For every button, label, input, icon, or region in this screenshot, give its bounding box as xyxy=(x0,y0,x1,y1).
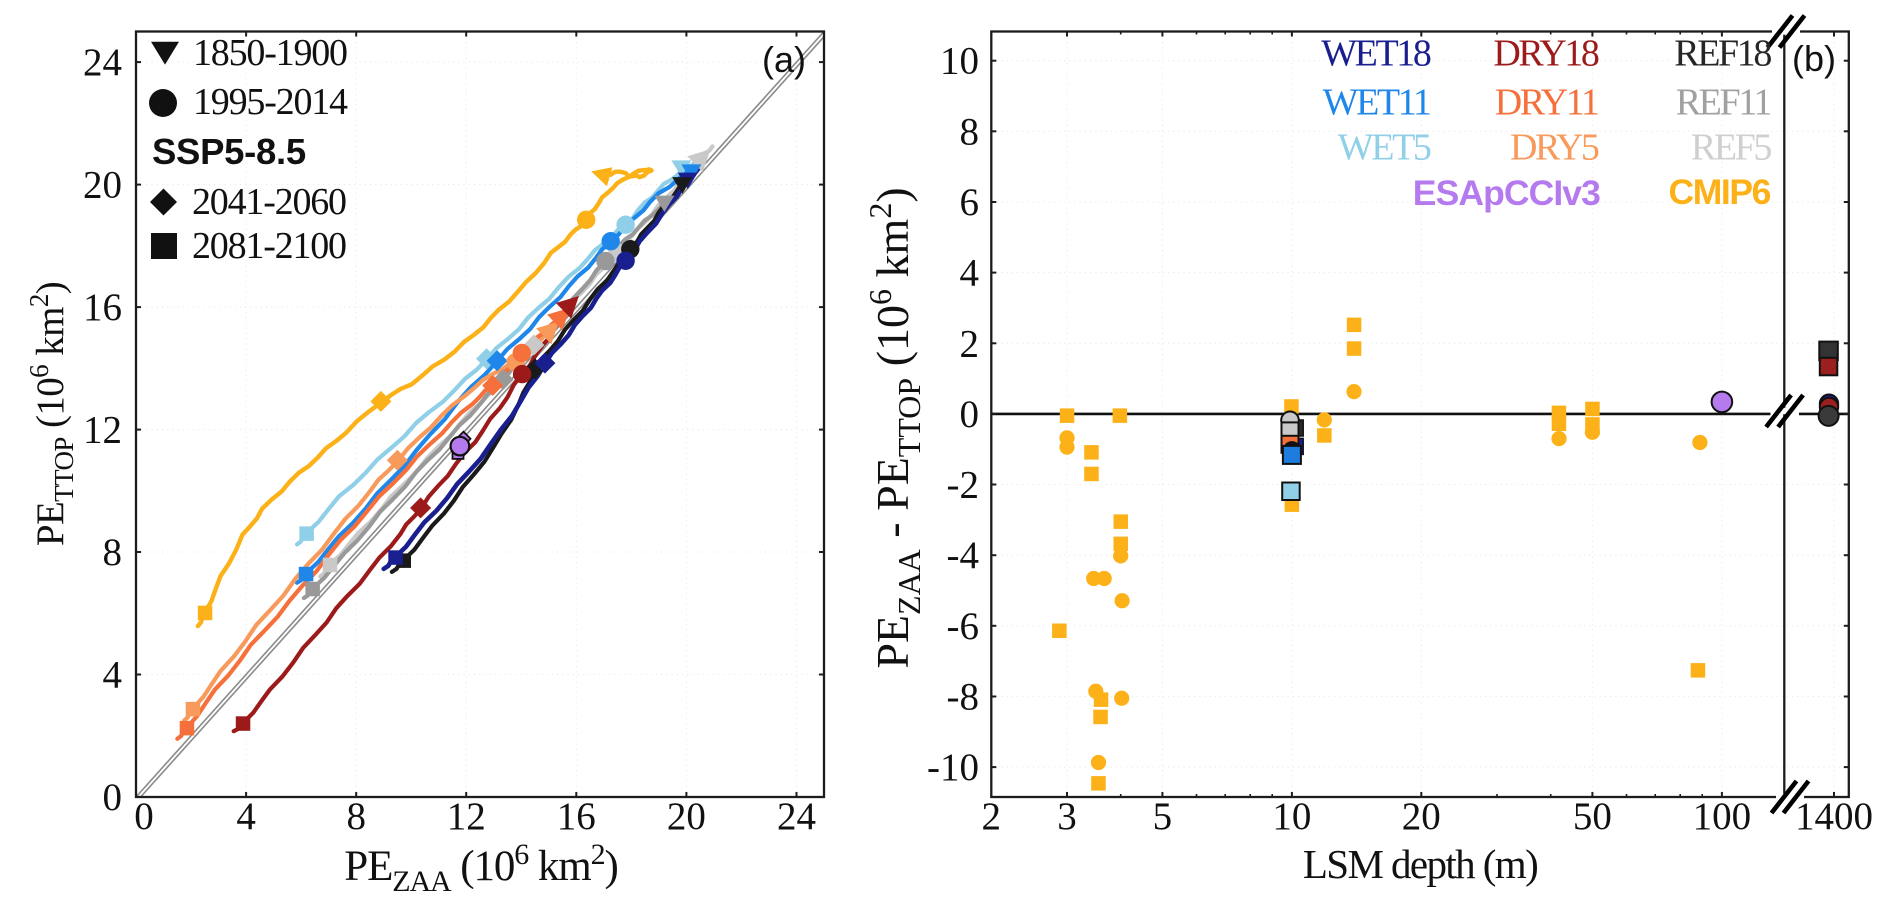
svg-text:WET5: WET5 xyxy=(1338,127,1431,169)
svg-text:1995-2014: 1995-2014 xyxy=(193,81,348,123)
svg-text:WET11: WET11 xyxy=(1323,82,1430,124)
svg-text:8: 8 xyxy=(960,110,980,153)
svg-text:16: 16 xyxy=(83,286,122,329)
svg-text:20: 20 xyxy=(667,795,706,838)
svg-text:LSM depth (m): LSM depth (m) xyxy=(1303,841,1537,887)
svg-text:20: 20 xyxy=(83,164,122,207)
svg-text:4: 4 xyxy=(236,795,256,838)
svg-text:10: 10 xyxy=(1272,795,1311,838)
svg-text:8: 8 xyxy=(346,795,366,838)
svg-text:8: 8 xyxy=(103,531,123,574)
svg-text:SSP5-8.5: SSP5-8.5 xyxy=(152,131,306,172)
svg-text:5: 5 xyxy=(1153,795,1173,838)
svg-text:0: 0 xyxy=(134,795,154,838)
svg-text:-10: -10 xyxy=(927,746,979,789)
svg-text:2041-2060: 2041-2060 xyxy=(192,181,346,223)
svg-text:WET18: WET18 xyxy=(1321,33,1431,75)
svg-text:4: 4 xyxy=(103,654,123,697)
svg-text:16: 16 xyxy=(557,795,596,838)
svg-text:PEZAA (106 km2): PEZAA (106 km2) xyxy=(344,838,617,898)
svg-text:REF11: REF11 xyxy=(1676,82,1771,124)
svg-text:CMIP6: CMIP6 xyxy=(1669,172,1771,212)
svg-text:REF18: REF18 xyxy=(1674,33,1771,75)
svg-text:12: 12 xyxy=(447,795,486,838)
svg-text:DRY11: DRY11 xyxy=(1495,82,1598,124)
svg-text:24: 24 xyxy=(777,795,816,838)
svg-text:20: 20 xyxy=(1402,795,1441,838)
svg-text:12: 12 xyxy=(83,409,122,452)
svg-text:DRY18: DRY18 xyxy=(1493,33,1599,75)
svg-text:100: 100 xyxy=(1693,795,1752,838)
svg-text:4: 4 xyxy=(960,252,980,295)
svg-text:PETTOP (106 km2): PETTOP (106 km2) xyxy=(24,282,79,546)
svg-text:-4: -4 xyxy=(947,534,980,577)
svg-text:-8: -8 xyxy=(947,676,980,719)
svg-text:2: 2 xyxy=(960,322,980,365)
svg-text:24: 24 xyxy=(83,41,122,84)
svg-text:2: 2 xyxy=(982,795,1002,838)
svg-text:3: 3 xyxy=(1057,795,1077,838)
svg-text:50: 50 xyxy=(1573,795,1612,838)
svg-text:ESApCCIv3: ESApCCIv3 xyxy=(1413,173,1600,213)
svg-text:(a): (a) xyxy=(762,39,806,80)
svg-text:6: 6 xyxy=(960,181,980,224)
svg-text:1400: 1400 xyxy=(1795,795,1873,838)
svg-text:(b): (b) xyxy=(1792,38,1836,79)
svg-text:1850-1900: 1850-1900 xyxy=(193,32,347,74)
svg-text:0: 0 xyxy=(960,393,980,436)
svg-text:2081-2100: 2081-2100 xyxy=(192,225,346,267)
svg-text:-2: -2 xyxy=(947,464,980,507)
svg-text:10: 10 xyxy=(940,40,979,83)
svg-text:-6: -6 xyxy=(947,605,980,648)
svg-text:DRY5: DRY5 xyxy=(1510,127,1599,169)
svg-text:REF5: REF5 xyxy=(1691,127,1771,169)
svg-text:0: 0 xyxy=(103,776,123,819)
